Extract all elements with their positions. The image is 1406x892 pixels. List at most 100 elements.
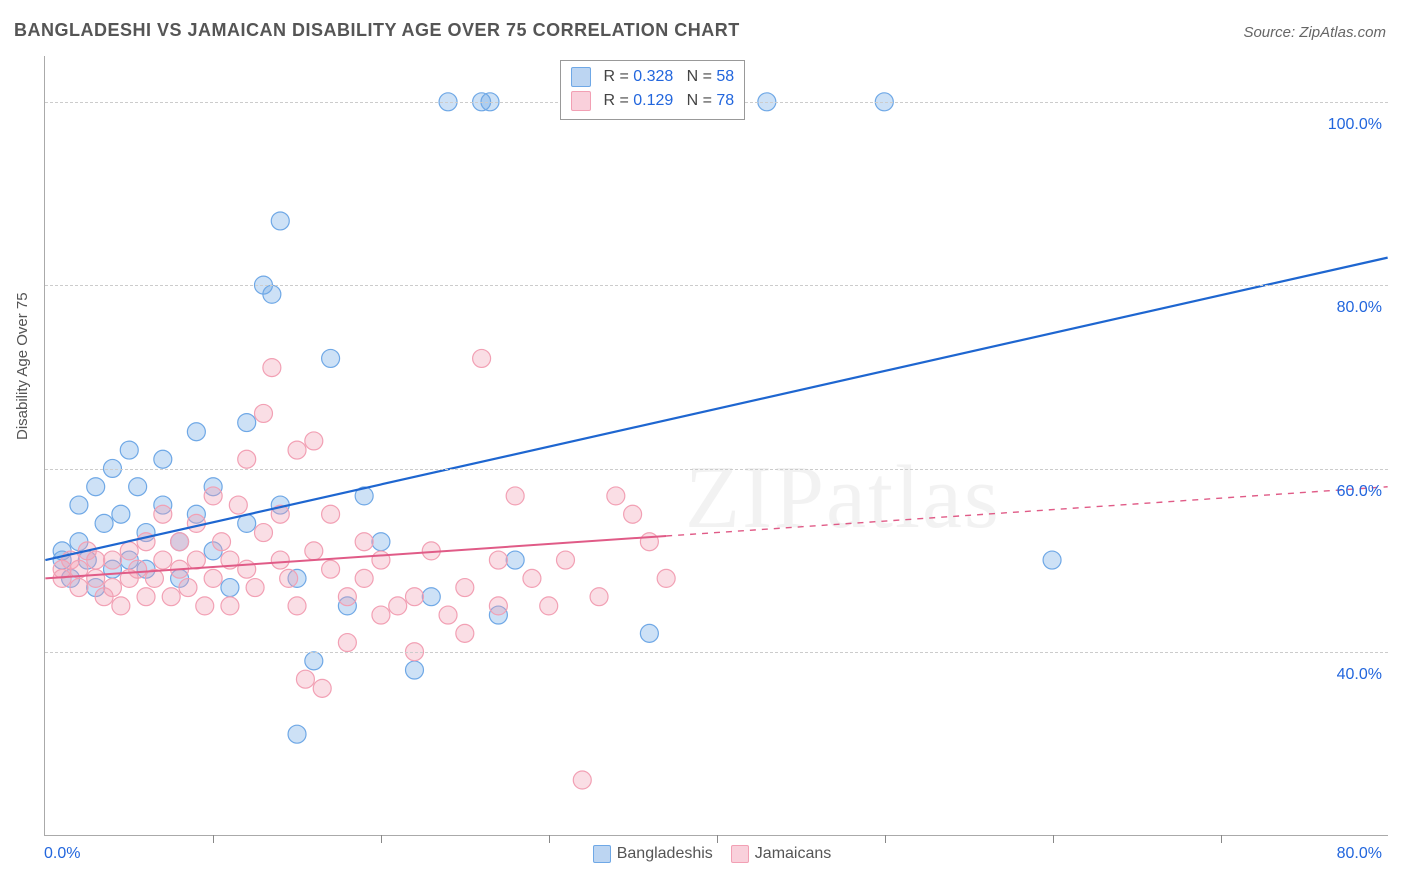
- legend-label: Jamaicans: [755, 845, 831, 862]
- top-legend: R = 0.328 N = 58 R = 0.129 N = 78: [560, 60, 745, 120]
- scatter-point: [95, 514, 113, 532]
- scatter-point: [120, 441, 138, 459]
- n-value: 78: [716, 92, 734, 109]
- x-tick: [381, 835, 382, 843]
- scatter-point: [213, 533, 231, 551]
- scatter-point: [557, 551, 575, 569]
- scatter-point: [263, 359, 281, 377]
- scatter-point: [640, 533, 658, 551]
- scatter-point: [624, 505, 642, 523]
- scatter-point: [154, 505, 172, 523]
- legend-row: R = 0.129 N = 78: [571, 89, 734, 113]
- scatter-point: [280, 569, 298, 587]
- scatter-point: [338, 588, 356, 606]
- scatter-point: [179, 579, 197, 597]
- scatter-point: [372, 533, 390, 551]
- x-tick: [549, 835, 550, 843]
- scatter-point: [103, 551, 121, 569]
- scatter-point: [238, 560, 256, 578]
- scatter-point: [607, 487, 625, 505]
- scatter-point: [640, 624, 658, 642]
- scatter-point: [305, 542, 323, 560]
- x-tick: [213, 835, 214, 843]
- scatter-point: [187, 551, 205, 569]
- chart-container: BANGLADESHI VS JAMAICAN DISABILITY AGE O…: [0, 0, 1406, 892]
- scatter-point: [263, 285, 281, 303]
- scatter-point: [305, 432, 323, 450]
- y-tick-label: 60.0%: [1337, 483, 1382, 501]
- scatter-point: [506, 487, 524, 505]
- scatter-point: [171, 533, 189, 551]
- scatter-point: [70, 579, 88, 597]
- scatter-point: [238, 414, 256, 432]
- scatter-point: [112, 597, 130, 615]
- source-label: Source: ZipAtlas.com: [1243, 24, 1386, 41]
- x-tick: [885, 835, 886, 843]
- gridline: [45, 652, 1388, 653]
- legend-label: Bangladeshis: [617, 845, 713, 862]
- scatter-point: [405, 588, 423, 606]
- scatter-point: [313, 679, 331, 697]
- legend-row: R = 0.328 N = 58: [571, 65, 734, 89]
- scatter-point: [322, 560, 340, 578]
- y-tick-label: 100.0%: [1328, 116, 1382, 134]
- scatter-point: [254, 404, 272, 422]
- legend-swatch: [571, 91, 591, 111]
- scatter-point: [338, 634, 356, 652]
- scatter-point: [405, 661, 423, 679]
- scatter-point: [238, 450, 256, 468]
- scatter-point: [187, 514, 205, 532]
- scatter-point: [196, 597, 214, 615]
- scatter-point: [1043, 551, 1061, 569]
- scatter-point: [506, 551, 524, 569]
- scatter-point: [355, 533, 373, 551]
- scatter-point: [489, 551, 507, 569]
- scatter-point: [137, 588, 155, 606]
- scatter-point: [322, 349, 340, 367]
- x-tick: [1053, 835, 1054, 843]
- scatter-point: [120, 542, 138, 560]
- scatter-point: [523, 569, 541, 587]
- bottom-legend: Bangladeshis Jamaicans: [0, 845, 1406, 863]
- scatter-point: [187, 423, 205, 441]
- scatter-point: [322, 505, 340, 523]
- legend-swatch: [731, 845, 749, 863]
- gridline: [45, 285, 1388, 286]
- chart-title: BANGLADESHI VS JAMAICAN DISABILITY AGE O…: [14, 20, 740, 41]
- scatter-point: [372, 606, 390, 624]
- scatter-point: [87, 478, 105, 496]
- r-value: 0.129: [633, 92, 673, 109]
- legend-swatch: [593, 845, 611, 863]
- scatter-point: [657, 569, 675, 587]
- scatter-point: [540, 597, 558, 615]
- plot-area: ZIPatlas 40.0%60.0%80.0%100.0%: [44, 56, 1388, 836]
- scatter-point: [439, 606, 457, 624]
- y-tick-label: 80.0%: [1337, 299, 1382, 317]
- scatter-point: [162, 588, 180, 606]
- scatter-point: [271, 212, 289, 230]
- scatter-point: [456, 579, 474, 597]
- scatter-point: [271, 551, 289, 569]
- y-axis-label: Disability Age Over 75: [14, 292, 31, 440]
- scatter-point: [87, 551, 105, 569]
- scatter-point: [70, 496, 88, 514]
- scatter-point: [87, 569, 105, 587]
- scatter-point: [489, 597, 507, 615]
- scatter-point: [254, 524, 272, 542]
- scatter-point: [221, 597, 239, 615]
- x-tick: [1221, 835, 1222, 843]
- scatter-point: [456, 624, 474, 642]
- scatter-point: [573, 771, 591, 789]
- y-tick-label: 40.0%: [1337, 666, 1382, 684]
- scatter-point: [305, 652, 323, 670]
- r-value: 0.328: [633, 68, 673, 85]
- x-tick: [717, 835, 718, 843]
- chart-svg: [45, 56, 1388, 835]
- gridline: [45, 469, 1388, 470]
- scatter-point: [372, 551, 390, 569]
- scatter-point: [129, 560, 147, 578]
- scatter-point: [389, 597, 407, 615]
- scatter-point: [229, 496, 247, 514]
- scatter-point: [204, 569, 222, 587]
- scatter-point: [246, 579, 264, 597]
